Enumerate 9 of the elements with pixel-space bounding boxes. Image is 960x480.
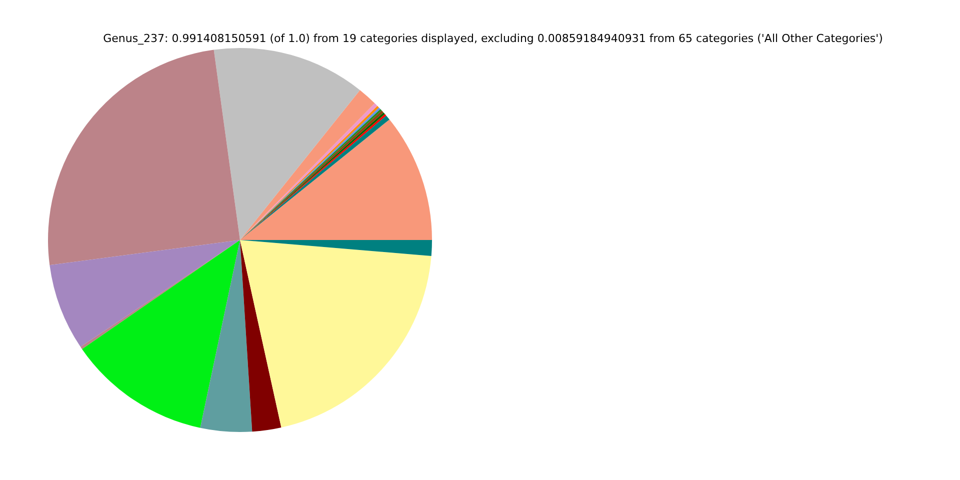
text: Genus_237: 0.991408150591 (of 1.0) from 19 categories displayed, excluding 0.00859184940931 from 65 categories ('All Other Categories') (103, 32, 883, 45)
pie-slice (200, 240, 252, 432)
pie-slice (240, 240, 432, 256)
pie-slice (82, 240, 240, 428)
pie-slice (48, 50, 240, 266)
pie-slice (240, 240, 282, 432)
pie-slice (240, 240, 432, 428)
pie-slice (214, 48, 360, 240)
pie-slice (50, 240, 240, 347)
